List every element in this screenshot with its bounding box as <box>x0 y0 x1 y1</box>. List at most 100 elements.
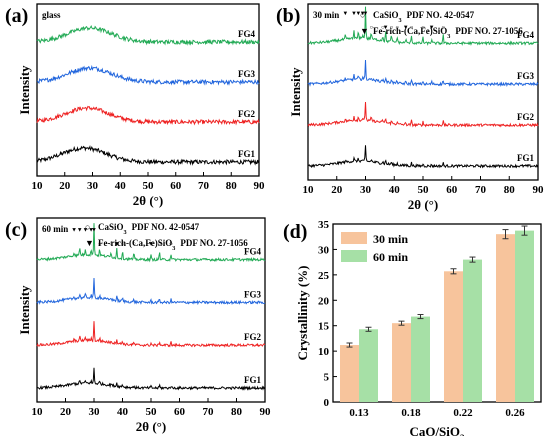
trace-label-fg3: FG3 <box>238 69 255 79</box>
panel-label: (a) <box>5 5 28 27</box>
series-trace-fg1 <box>36 367 266 391</box>
y-axis-title: Intensity <box>17 285 32 335</box>
x-axis-title: CaO/SiO2 <box>409 424 465 436</box>
peak-marker: ○ <box>390 25 394 31</box>
peak-marker: ▼ <box>351 11 357 17</box>
bar-60-min <box>359 329 378 402</box>
legend-label: 60 min <box>373 250 408 264</box>
x-tick-label: 30 <box>360 184 372 196</box>
series-trace-fg4 <box>307 6 539 46</box>
y-tick-label: 30 <box>318 244 330 256</box>
panel-label: (b) <box>276 5 300 27</box>
x-tick-label: 10 <box>32 406 44 418</box>
x-tick-label: 40 <box>117 406 129 418</box>
peak-marker: ○ <box>158 242 162 248</box>
x-tick-label: 20 <box>59 180 71 192</box>
trace-label-fg2: FG2 <box>238 109 255 119</box>
peak-marker: ▼ <box>360 11 366 17</box>
series-trace-fg3 <box>36 277 266 306</box>
peak-marker: ○ <box>98 242 102 248</box>
x-tick-label: 60 <box>174 406 186 418</box>
peak-marker: ▼ <box>429 25 435 31</box>
x-tick-label: 90 <box>260 406 272 418</box>
peak-marker: ○ <box>381 25 385 31</box>
panel-label: (d) <box>283 221 307 243</box>
x-tick-label: 80 <box>231 406 243 418</box>
y-tick-label: 0 <box>324 397 330 409</box>
x-tick-label: 0.26 <box>505 407 525 419</box>
peak-marker: ○ <box>369 25 373 31</box>
trace-label-fg4: FG4 <box>238 29 255 39</box>
bar-30-min <box>496 234 515 402</box>
series-trace-fg4 <box>36 25 260 46</box>
xrd-panel-c: 10 20 30 40 50 60 70 80 90 2θ (°) Intensity (c) 60 m… <box>5 217 272 434</box>
x-axis-title: 2θ (°) <box>136 419 166 434</box>
peak-marker: ▼ <box>77 228 83 234</box>
y-tick-label: 25 <box>318 270 330 282</box>
x-tick-label: 80 <box>226 180 238 192</box>
series-trace-fg4 <box>36 223 266 263</box>
x-tick-label: 50 <box>418 184 430 196</box>
peak-marker: ○ <box>132 242 136 248</box>
y-axis-title: Crystallinity (%) <box>295 266 310 361</box>
peak-marker: ▼ <box>403 25 409 31</box>
legend: 30 min 60 min <box>341 232 408 264</box>
x-axis-title: 2θ (°) <box>133 193 163 208</box>
bar-30-min <box>340 345 359 402</box>
trace-label-fg3: FG3 <box>244 289 261 299</box>
x-tick-label: 50 <box>143 180 155 192</box>
trace-label-fg4: FG4 <box>517 30 534 40</box>
trace-label-fg2: FG2 <box>517 112 534 122</box>
y-tick-label: 20 <box>318 295 330 307</box>
peak-marker: ○ <box>121 242 125 248</box>
peak-marker: ▼ <box>82 228 88 234</box>
trace-label-fg3: FG3 <box>517 71 534 81</box>
y-axis-title: Intensity <box>17 65 32 115</box>
peak-marker: ▼ <box>355 11 361 17</box>
series-trace-fg3 <box>307 59 539 87</box>
triangle-marker-icon: ▼ <box>85 238 94 248</box>
trace-label-fg1: FG1 <box>244 375 261 385</box>
x-tick-label: 0.22 <box>453 407 473 419</box>
peak-marker: ▼ <box>383 25 389 31</box>
x-tick-label: 70 <box>475 184 487 196</box>
bar-60-min <box>463 259 482 402</box>
series-trace-fg1 <box>307 145 539 169</box>
panel-note: 30 min <box>313 10 339 20</box>
x-tick-label: 70 <box>203 406 215 418</box>
bar-panel-d: 0 5 10 15 20 25 30 35 0.13 0.18 0.22 0.26 CaO/SiO2 Cr… <box>283 219 542 436</box>
panel-note: 60 min <box>42 224 68 234</box>
circle-marker-icon: ○ <box>85 222 90 232</box>
xrd-panel-a: 10 20 30 40 50 60 70 80 90 2θ (°) Intensity (a) glas… <box>5 3 265 208</box>
trace-label-fg2: FG2 <box>244 332 261 342</box>
peak-marker: ▼ <box>91 228 97 234</box>
triangle-marker-icon: ▼ <box>360 26 369 36</box>
x-axis-title: 2θ (°) <box>408 197 438 212</box>
phase-name: CaSiO3 PDF NO. 42-0547 <box>98 222 200 236</box>
x-tick-label: 60 <box>446 184 458 196</box>
peak-marker: ○ <box>109 242 113 248</box>
peak-marker: ▼ <box>114 242 120 248</box>
trace-label-fg1: FG1 <box>238 149 255 159</box>
series-trace-fg2 <box>307 101 539 128</box>
peak-marker: ○ <box>169 242 173 248</box>
peak-marker: ○ <box>441 25 445 31</box>
y-axis-title: Intensity <box>288 67 303 117</box>
plot-frame <box>332 223 542 403</box>
panel-note: glass <box>42 10 61 20</box>
x-tick-label: 40 <box>115 180 127 192</box>
trace-label-fg1: FG1 <box>517 153 534 163</box>
peak-marker: ○ <box>395 25 399 31</box>
y-tick-label: 10 <box>318 346 330 358</box>
circle-marker-icon: ○ <box>360 10 365 20</box>
panel-label: (c) <box>5 219 27 241</box>
bar-60-min <box>515 230 534 402</box>
series-trace-fg3 <box>36 64 260 86</box>
x-tick-label: 20 <box>60 406 72 418</box>
trace-label-fg4: FG4 <box>244 247 261 257</box>
bar-60-min <box>411 316 430 402</box>
x-tick-label: 0.13 <box>349 407 369 419</box>
peak-marker: ▼ <box>148 242 154 248</box>
xrd-panel-b: 10 20 30 40 50 60 70 80 90 2θ (°) Intensity (b) 30 m… <box>276 3 544 212</box>
